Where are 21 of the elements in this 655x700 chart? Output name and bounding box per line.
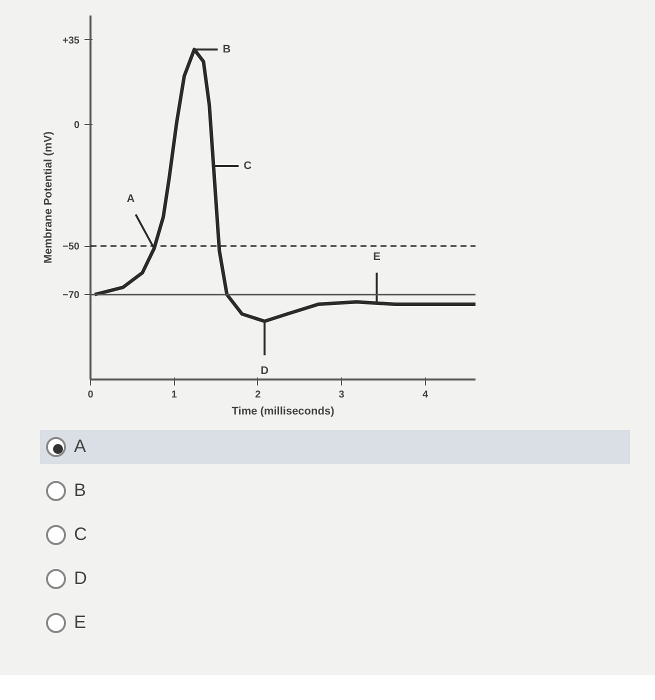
text: B (74, 479, 86, 502)
x-tick-label: 3 (338, 390, 345, 400)
text: A (74, 435, 86, 458)
y-tick-label: 0 (74, 120, 80, 132)
y-tick-label: −50 (62, 242, 80, 253)
text: C (74, 523, 87, 546)
text: E (74, 611, 86, 634)
text: D (74, 567, 87, 590)
annotation: B (222, 43, 231, 56)
x-axis-title: Time (milliseconds) (232, 406, 335, 418)
x-tick-label: 0 (88, 390, 94, 400)
y-axis-title: Membrane Potential (mV) (42, 131, 55, 264)
x-tick-label: 1 (171, 390, 178, 400)
x-tick-label: 4 (422, 390, 428, 400)
annotation: E (373, 251, 380, 264)
x-tick-label: 2 (255, 390, 262, 400)
y-tick-label: −70 (62, 290, 80, 302)
y-tick-label: +35 (62, 35, 80, 46)
annotation: A (126, 192, 135, 205)
annotation: C (244, 160, 252, 172)
annotation: D (260, 364, 269, 377)
